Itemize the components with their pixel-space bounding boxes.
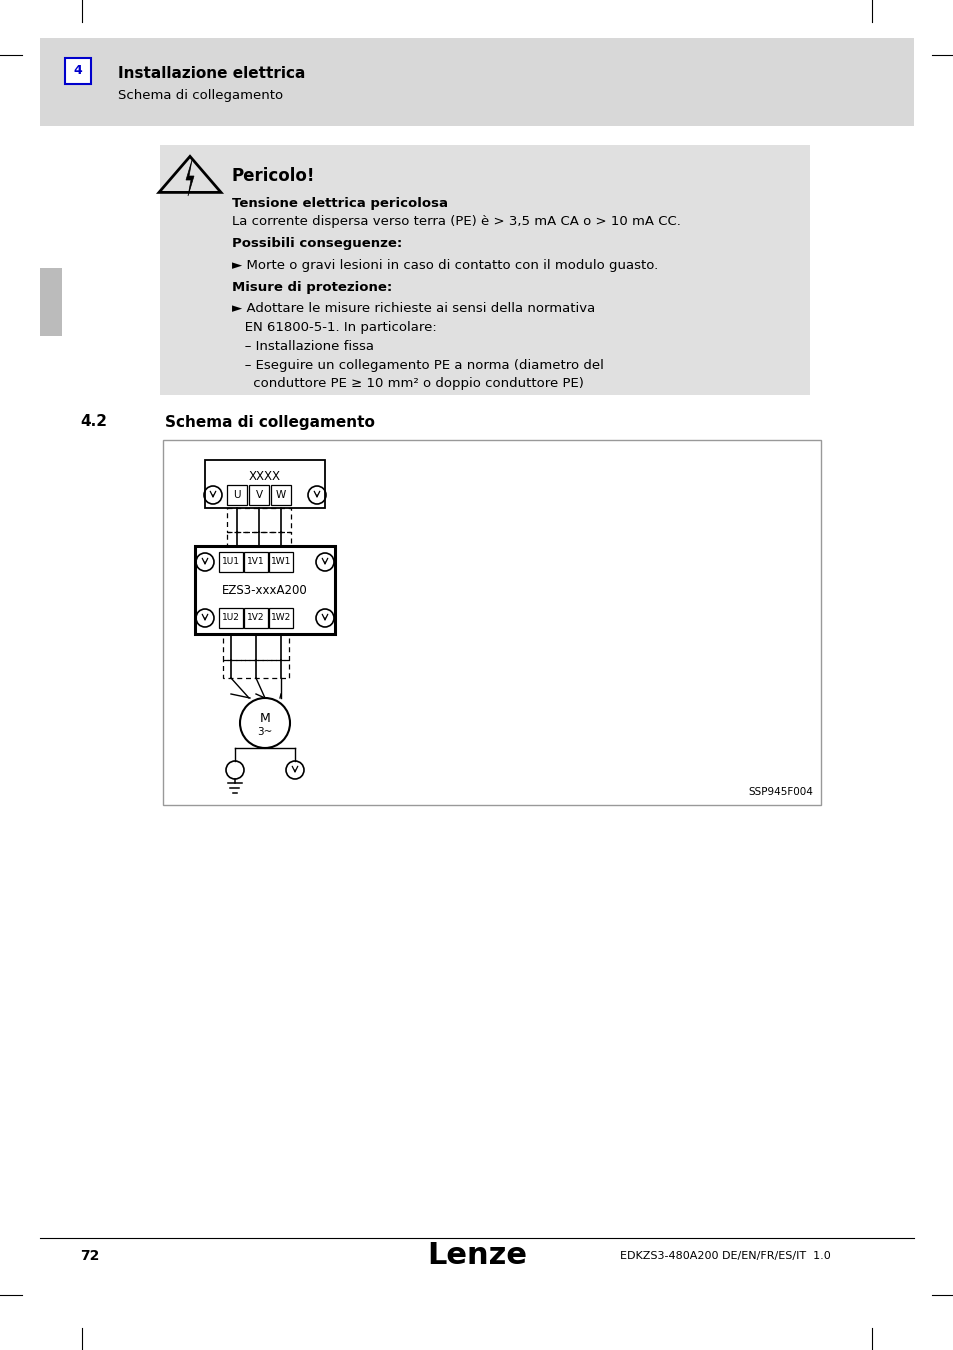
Bar bbox=[223, 660, 289, 678]
Circle shape bbox=[240, 698, 290, 748]
Text: Possibili conseguenze:: Possibili conseguenze: bbox=[232, 238, 402, 251]
Bar bbox=[269, 608, 293, 628]
Bar bbox=[219, 552, 243, 572]
Text: ► Morte o gravi lesioni in caso di contatto con il modulo guasto.: ► Morte o gravi lesioni in caso di conta… bbox=[232, 259, 658, 273]
Polygon shape bbox=[186, 161, 193, 196]
Text: 1W2: 1W2 bbox=[271, 613, 291, 622]
Text: SSP945F004: SSP945F004 bbox=[747, 787, 812, 796]
Text: XXXX: XXXX bbox=[249, 470, 281, 482]
Bar bbox=[223, 634, 289, 660]
Bar bbox=[227, 508, 291, 532]
Text: Installazione elettrica: Installazione elettrica bbox=[118, 66, 305, 81]
Bar bbox=[65, 58, 91, 84]
Bar bbox=[194, 545, 335, 634]
Text: La corrente dispersa verso terra (PE) è > 3,5 mA CA o > 10 mA CC.: La corrente dispersa verso terra (PE) è … bbox=[232, 216, 680, 228]
Text: Lenze: Lenze bbox=[427, 1242, 526, 1270]
Bar bbox=[219, 608, 243, 628]
Text: Schema di collegamento: Schema di collegamento bbox=[165, 414, 375, 429]
Text: Misure di protezione:: Misure di protezione: bbox=[232, 281, 392, 293]
Text: V: V bbox=[255, 490, 262, 500]
Bar bbox=[227, 532, 291, 545]
Bar bbox=[244, 608, 268, 628]
Bar bbox=[205, 460, 325, 508]
Text: EZS3-xxxA200: EZS3-xxxA200 bbox=[222, 583, 308, 597]
Bar bbox=[244, 552, 268, 572]
Text: 1V2: 1V2 bbox=[247, 613, 265, 622]
Text: U: U bbox=[233, 490, 240, 500]
Bar bbox=[227, 485, 247, 505]
Text: 1U2: 1U2 bbox=[222, 613, 240, 622]
Text: 1U1: 1U1 bbox=[222, 558, 240, 567]
Bar bbox=[249, 485, 269, 505]
Text: Pericolo!: Pericolo! bbox=[232, 167, 315, 185]
Bar bbox=[40, 38, 913, 126]
Text: conduttore PE ≥ 10 mm² o doppio conduttore PE): conduttore PE ≥ 10 mm² o doppio condutto… bbox=[232, 378, 583, 390]
Text: 4.2: 4.2 bbox=[80, 414, 107, 429]
Text: Tensione elettrica pericolosa: Tensione elettrica pericolosa bbox=[232, 197, 448, 209]
Text: 4: 4 bbox=[73, 65, 82, 77]
Bar bbox=[271, 485, 291, 505]
Text: 1W1: 1W1 bbox=[271, 558, 291, 567]
Text: 1V1: 1V1 bbox=[247, 558, 265, 567]
Text: EDKZS3-480A200 DE/EN/FR/ES/IT  1.0: EDKZS3-480A200 DE/EN/FR/ES/IT 1.0 bbox=[619, 1251, 830, 1261]
Text: W: W bbox=[275, 490, 286, 500]
Text: EN 61800-5-1. In particolare:: EN 61800-5-1. In particolare: bbox=[232, 320, 436, 333]
Text: 72: 72 bbox=[80, 1249, 99, 1264]
Bar bbox=[269, 552, 293, 572]
Text: 3~: 3~ bbox=[257, 728, 273, 737]
Text: Schema di collegamento: Schema di collegamento bbox=[118, 89, 283, 103]
Bar bbox=[160, 144, 809, 396]
Bar bbox=[40, 269, 62, 336]
Text: M: M bbox=[259, 711, 270, 725]
Bar bbox=[163, 440, 821, 805]
Text: ► Adottare le misure richieste ai sensi della normativa: ► Adottare le misure richieste ai sensi … bbox=[232, 301, 595, 315]
Text: – Installazione fissa: – Installazione fissa bbox=[232, 339, 374, 352]
Text: – Eseguire un collegamento PE a norma (diametro del: – Eseguire un collegamento PE a norma (d… bbox=[232, 359, 603, 371]
